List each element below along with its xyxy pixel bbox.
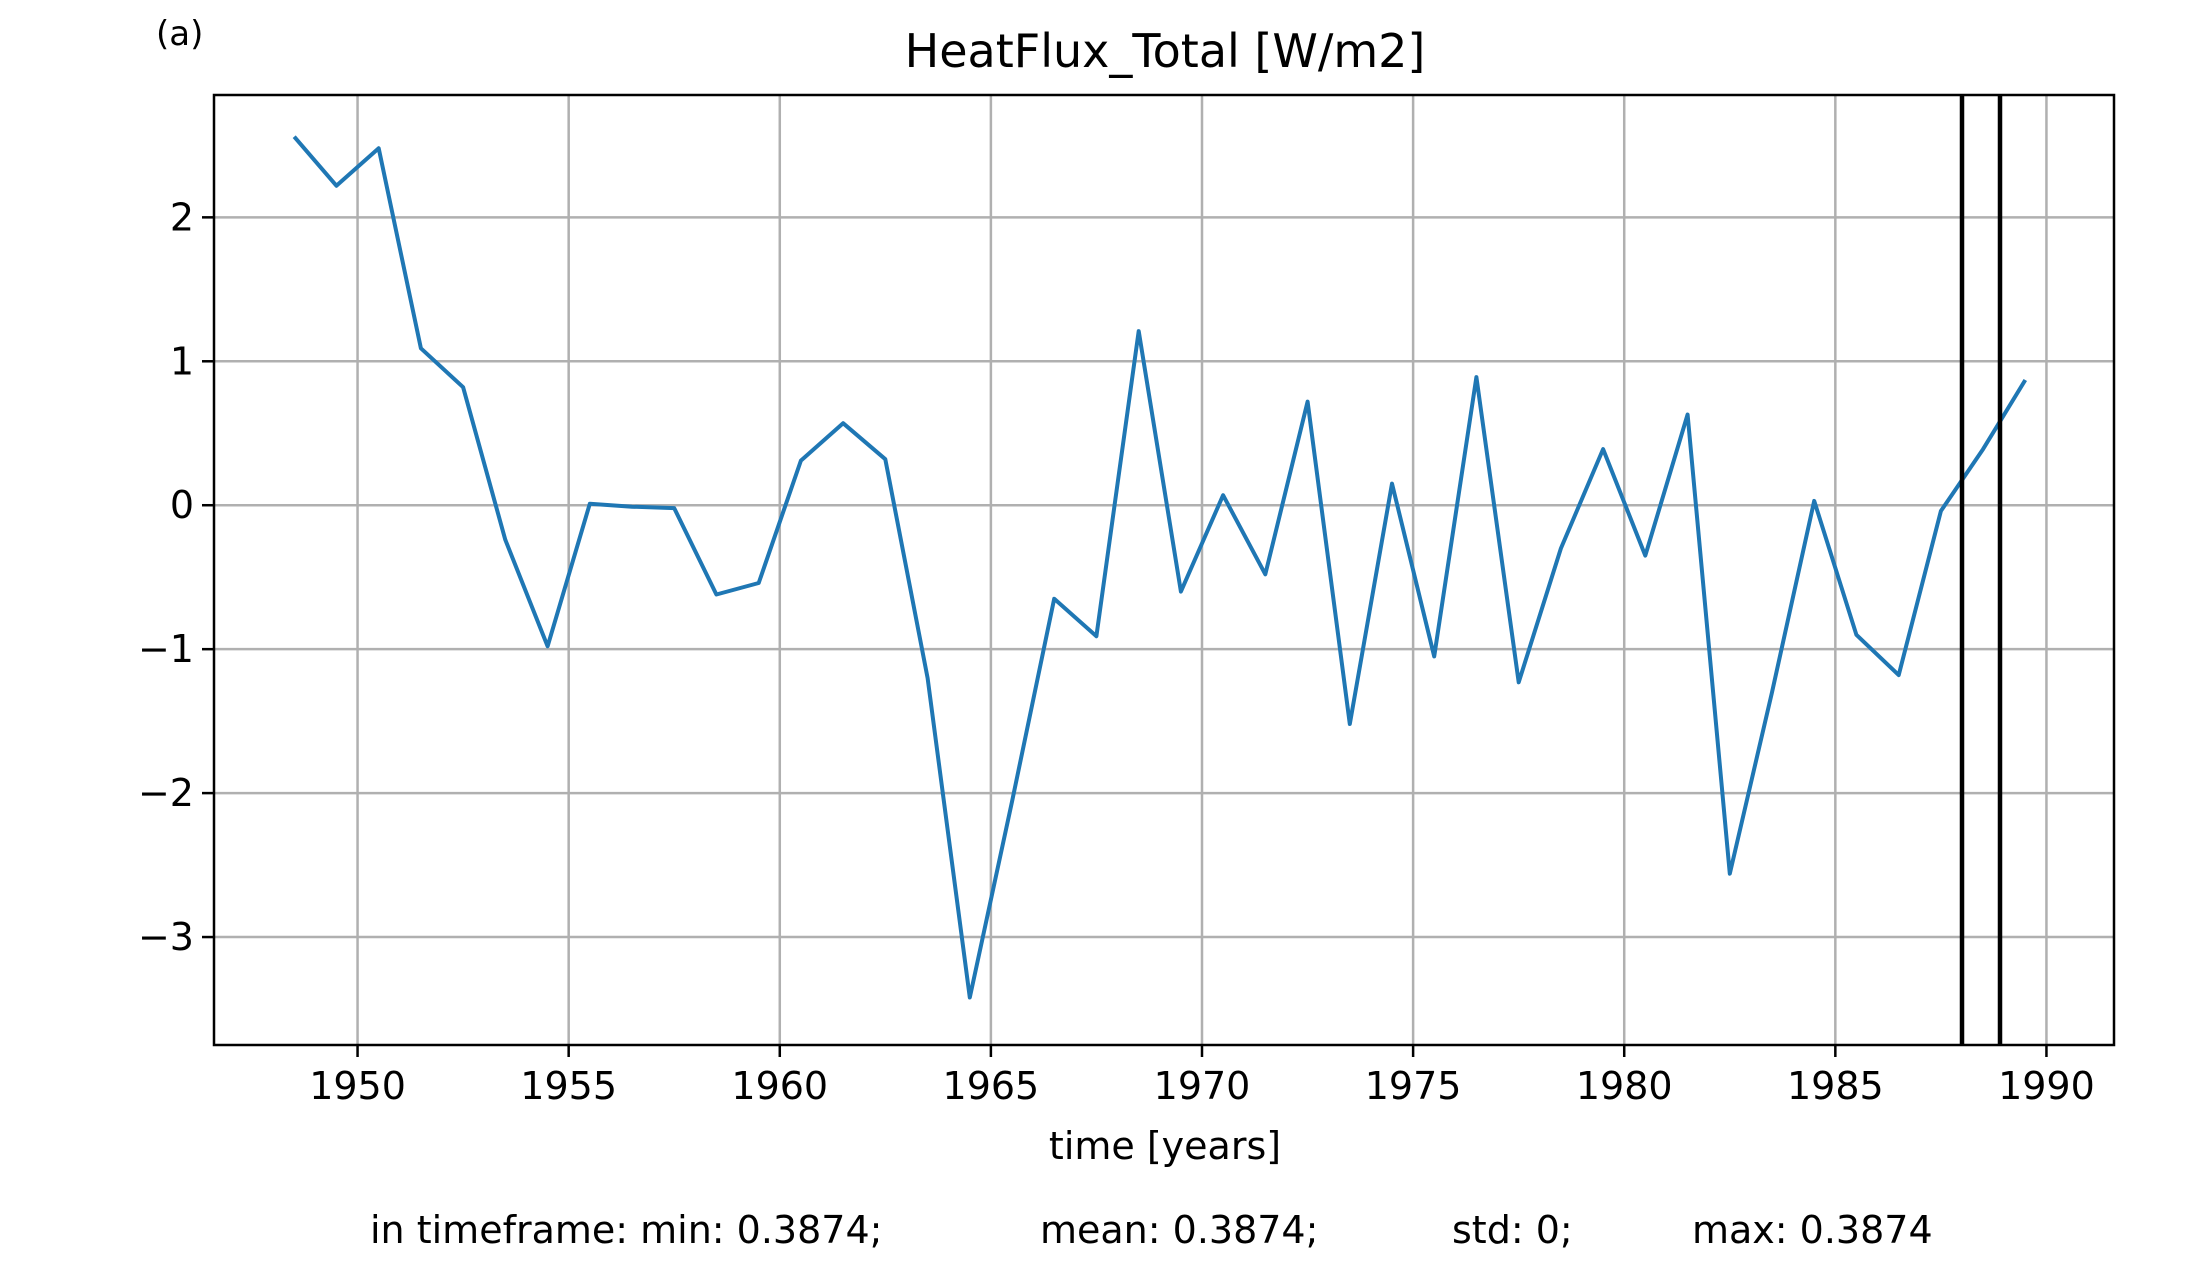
x-tick-label-1985: 1985	[1787, 1064, 1884, 1108]
axes-frame	[212, 93, 2116, 1047]
x-tick-label-1950: 1950	[309, 1064, 406, 1108]
grid-lines	[214, 95, 2114, 1045]
stats-mean: mean: 0.3874;	[1040, 1208, 1319, 1252]
stats-min: in timeframe: min: 0.3874;	[370, 1208, 883, 1252]
panel-label: (a)	[156, 14, 204, 54]
x-axis-label: time [years]	[1048, 1124, 1282, 1168]
y-axis-ticks: −3 −2 −1 0 1 2	[138, 195, 214, 959]
x-tick-label-1965: 1965	[943, 1064, 1040, 1108]
x-tick-label-1980: 1980	[1576, 1064, 1673, 1108]
y-tick-label-5: 2	[170, 195, 194, 239]
chart-title: HeatFlux_Total [W/m2]	[904, 24, 1426, 78]
y-tick-label-3: 0	[170, 483, 194, 527]
stats-std: std: 0;	[1452, 1208, 1573, 1252]
y-tick-label-2: −1	[138, 627, 194, 671]
y-tick-label-4: 1	[170, 339, 194, 383]
x-tick-label-1960: 1960	[731, 1064, 828, 1108]
stats-max: max: 0.3874	[1692, 1208, 1933, 1252]
x-axis-ticks: 1950 1955 1960 1965 1970 1975 1980 1985 1990	[309, 1045, 2095, 1108]
y-tick-label-1: −2	[138, 771, 194, 815]
x-tick-label-1990: 1990	[1998, 1064, 2095, 1108]
x-tick-label-1955: 1955	[520, 1064, 617, 1108]
y-tick-label-0: −3	[138, 915, 194, 959]
x-tick-label-1975: 1975	[1365, 1064, 1462, 1108]
x-tick-label-1970: 1970	[1154, 1064, 1251, 1108]
timeframe-markers	[1959, 95, 2003, 1045]
series-line-heatflux	[292, 135, 2028, 1000]
